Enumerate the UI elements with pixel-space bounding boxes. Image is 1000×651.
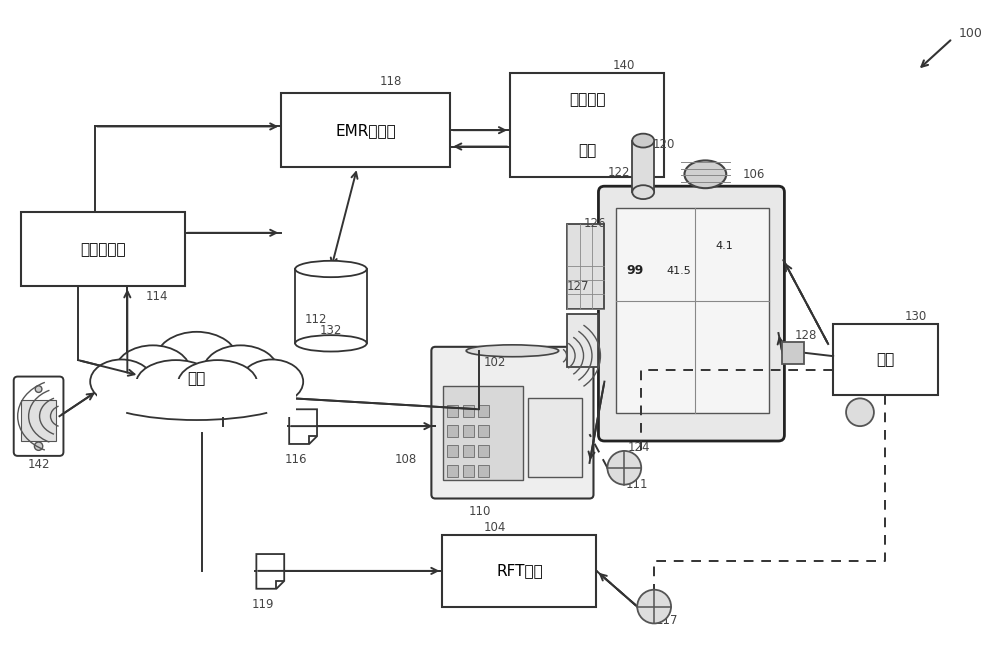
Polygon shape: [289, 409, 317, 444]
Bar: [782, 342, 804, 364]
Text: 132: 132: [320, 324, 342, 337]
Bar: [21, 212, 185, 286]
Polygon shape: [256, 554, 284, 589]
Ellipse shape: [466, 345, 559, 357]
Ellipse shape: [295, 261, 367, 277]
Text: 患者: 患者: [876, 352, 894, 367]
Text: 102: 102: [484, 356, 506, 369]
Text: 128: 128: [795, 329, 817, 342]
Bar: [447, 445, 458, 457]
Text: 116: 116: [285, 453, 307, 466]
Text: 網絡: 網絡: [188, 371, 206, 386]
FancyBboxPatch shape: [598, 186, 784, 441]
Text: 104: 104: [484, 521, 506, 534]
Bar: [463, 425, 474, 437]
Text: 106: 106: [742, 168, 765, 181]
Bar: [447, 425, 458, 437]
Bar: [567, 224, 604, 309]
Bar: [463, 465, 474, 477]
Ellipse shape: [115, 345, 190, 397]
Text: 124: 124: [628, 441, 650, 454]
Ellipse shape: [684, 160, 726, 188]
Text: 100: 100: [958, 27, 982, 40]
Text: 網關服務器: 網關服務器: [80, 242, 126, 256]
Text: 130: 130: [905, 310, 927, 323]
Text: 127: 127: [566, 280, 589, 293]
Bar: [97, 378, 296, 417]
Bar: [616, 208, 769, 413]
Text: EMR服務器: EMR服務器: [335, 122, 396, 137]
Text: 108: 108: [394, 453, 417, 466]
Text: 122: 122: [608, 166, 631, 179]
Ellipse shape: [295, 335, 367, 352]
Text: 111: 111: [626, 478, 648, 491]
Bar: [447, 465, 458, 477]
Bar: [463, 445, 474, 457]
Ellipse shape: [136, 360, 215, 407]
Text: 112: 112: [305, 312, 327, 326]
Bar: [478, 425, 489, 437]
FancyBboxPatch shape: [431, 347, 593, 499]
Text: 99: 99: [626, 264, 644, 277]
Circle shape: [34, 442, 43, 450]
Circle shape: [846, 398, 874, 426]
Text: 126: 126: [583, 217, 606, 230]
Ellipse shape: [632, 133, 654, 148]
Text: 118: 118: [379, 75, 402, 88]
Bar: [447, 406, 458, 417]
Bar: [295, 269, 367, 343]
Circle shape: [607, 451, 641, 484]
Circle shape: [637, 590, 671, 624]
Bar: [463, 406, 474, 417]
Ellipse shape: [178, 360, 257, 407]
Bar: [833, 324, 938, 395]
Text: 114: 114: [146, 290, 168, 303]
Text: RFT機器: RFT機器: [496, 563, 543, 578]
Bar: [478, 406, 489, 417]
Text: 140: 140: [613, 59, 635, 72]
Text: 41.5: 41.5: [666, 266, 691, 277]
Ellipse shape: [155, 332, 238, 391]
Bar: [21, 400, 56, 441]
Bar: [442, 535, 596, 607]
Bar: [528, 398, 582, 477]
Ellipse shape: [632, 185, 654, 199]
Text: 110: 110: [469, 505, 491, 518]
Text: 117: 117: [656, 614, 678, 627]
Bar: [92, 351, 301, 419]
Ellipse shape: [203, 345, 278, 397]
FancyBboxPatch shape: [14, 376, 63, 456]
Bar: [510, 73, 664, 177]
Bar: [567, 314, 598, 367]
Bar: [478, 445, 489, 457]
Bar: [443, 386, 523, 480]
Ellipse shape: [90, 359, 153, 404]
Ellipse shape: [241, 359, 303, 404]
Bar: [632, 141, 654, 192]
Bar: [281, 93, 450, 167]
Text: 142: 142: [27, 458, 50, 471]
Text: 120: 120: [653, 138, 675, 151]
Text: 臨床醫生

設備: 臨床醫生 設備: [569, 92, 605, 159]
Bar: [478, 465, 489, 477]
Text: 4.1: 4.1: [716, 241, 734, 251]
Text: 119: 119: [252, 598, 275, 611]
Circle shape: [35, 386, 42, 393]
